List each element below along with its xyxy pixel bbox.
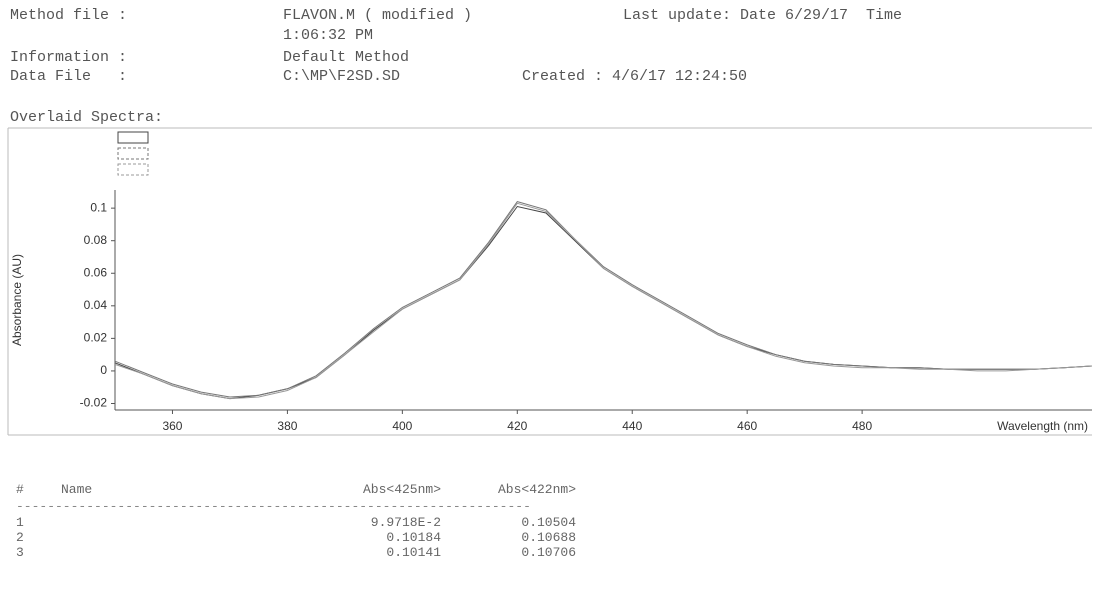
col-header: Abs<425nm> xyxy=(362,482,441,497)
cell xyxy=(61,545,261,560)
legend-swatch xyxy=(117,163,149,176)
x-tick-label: 480 xyxy=(852,419,872,433)
cell: 0.10141 xyxy=(386,545,441,560)
spectrum-line xyxy=(114,201,1093,398)
cell: 0.10504 xyxy=(521,515,576,530)
y-tick-label: -0.02 xyxy=(80,396,108,410)
x-tick-label: 420 xyxy=(507,419,527,433)
y-tick-label: 0.02 xyxy=(84,331,108,345)
y-tick-label: 0.04 xyxy=(84,298,108,312)
cell: 0.10688 xyxy=(521,530,576,545)
value: 1:06:32 PM xyxy=(283,27,374,44)
x-tick-label: 400 xyxy=(392,419,412,433)
label: Information : xyxy=(10,49,128,66)
chart: Absorbance (AU) Wavelength (nm) -0.02 0 0.… xyxy=(7,127,1093,436)
cell: 9.9718E-2 xyxy=(370,515,441,530)
legend-swatch xyxy=(117,147,149,160)
x-tick-label: 360 xyxy=(162,419,182,433)
y-tick-label: 0 xyxy=(100,363,107,377)
row: 1 9.9718E-2 0.10504 xyxy=(16,515,576,530)
col-header: Abs<422nm> xyxy=(497,482,576,497)
col-header: Name xyxy=(61,482,93,497)
x-tick-label: 380 xyxy=(277,419,297,433)
cell xyxy=(61,515,261,530)
label: Method file : xyxy=(10,7,128,24)
value: C:\MP\F2SD.SD xyxy=(283,68,401,85)
cell: 1 xyxy=(16,515,24,530)
y-axis-label: Absorbance (AU) xyxy=(10,254,24,346)
separator: ----------------------------------------… xyxy=(16,498,531,514)
cell: 3 xyxy=(16,545,24,560)
cell: 2 xyxy=(16,530,24,545)
results-table: # Name Abs<425nm> Abs<422nm> --------------… xyxy=(16,482,576,560)
value: FLAVON.M ( modified ) xyxy=(283,7,473,24)
value: Default Method xyxy=(283,49,410,66)
label: Data File : xyxy=(10,68,128,85)
cell xyxy=(61,530,261,545)
x-tick-label: 440 xyxy=(622,419,642,433)
legend-swatch xyxy=(117,131,149,144)
y-tick-label: 0.1 xyxy=(90,200,107,214)
value: Last update: Date 6/29/17 Time xyxy=(623,7,903,24)
cell: 0.10706 xyxy=(521,545,576,560)
row: 2 0.10184 0.10688 xyxy=(16,530,576,545)
value: Created : 4/6/17 12:24:50 xyxy=(522,68,748,85)
y-tick-label: 0.06 xyxy=(84,265,108,279)
x-tick-label: 460 xyxy=(737,419,757,433)
section-title: Overlaid Spectra: xyxy=(10,109,164,126)
y-tick-label: 0.08 xyxy=(84,233,108,247)
col-header: # xyxy=(16,482,24,497)
cell: 0.10184 xyxy=(386,530,441,545)
x-axis-label: Wavelength (nm) xyxy=(997,419,1088,433)
row: 3 0.10141 0.10706 xyxy=(16,545,576,560)
spectrum-line xyxy=(114,202,1093,400)
